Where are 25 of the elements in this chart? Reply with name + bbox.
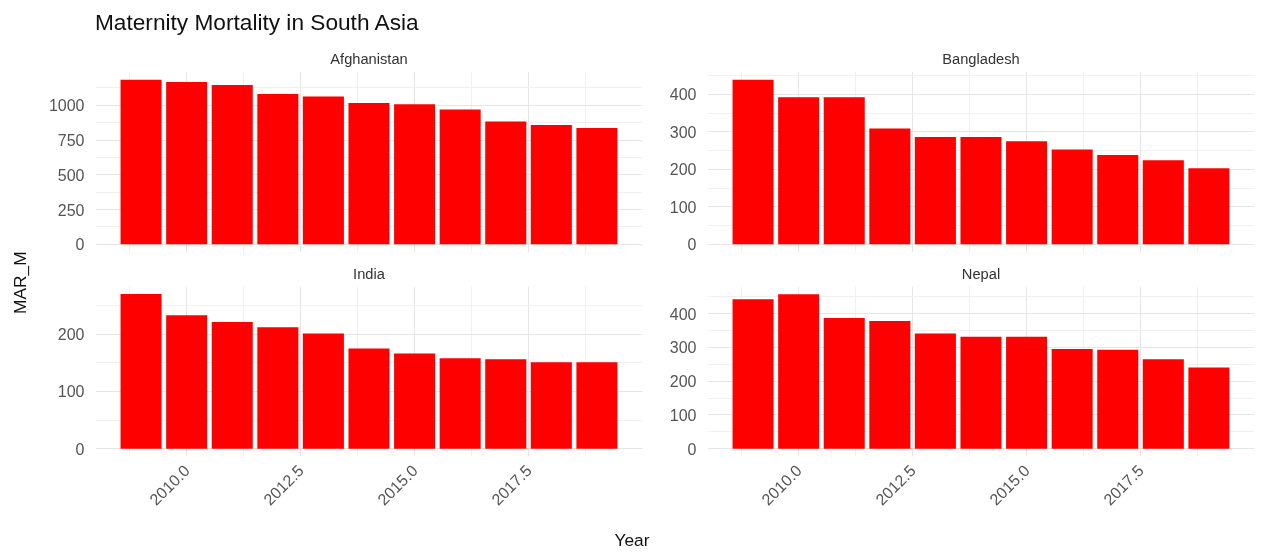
- chart-title: Nepal: [961, 265, 1001, 282]
- y-tick-label: 200: [669, 161, 697, 179]
- y-tick-label: 500: [57, 166, 85, 184]
- chart-title: Afghanistan: [330, 50, 408, 67]
- y-tick-label: 0: [687, 236, 697, 254]
- y-tick-label: 750: [57, 132, 85, 150]
- y-tick-label: 100: [669, 406, 697, 424]
- text: Maternity Mortality in South Asia: [95, 8, 419, 37]
- y-tick-label: 200: [57, 326, 85, 344]
- x-axis-title: Year: [614, 529, 650, 552]
- y-tick-label: 0: [75, 440, 85, 458]
- y-tick-label: 300: [669, 123, 697, 141]
- y-tick-label: 100: [57, 383, 85, 401]
- y-tick-label: 400: [669, 305, 697, 323]
- y-tick-label: 0: [75, 236, 85, 254]
- y-axis-title: MAR_M: [8, 251, 31, 315]
- chart-title: Bangladesh: [942, 50, 1020, 67]
- y-tick-label: 200: [669, 373, 697, 391]
- y-tick-label: 400: [669, 86, 697, 104]
- y-tick-label: 250: [57, 201, 85, 219]
- y-tick-label: 1000: [48, 97, 85, 115]
- chart-title: India: [353, 265, 386, 282]
- y-tick-label: 300: [669, 339, 697, 357]
- y-tick-label: 0: [687, 440, 697, 458]
- y-tick-label: 100: [669, 198, 697, 216]
